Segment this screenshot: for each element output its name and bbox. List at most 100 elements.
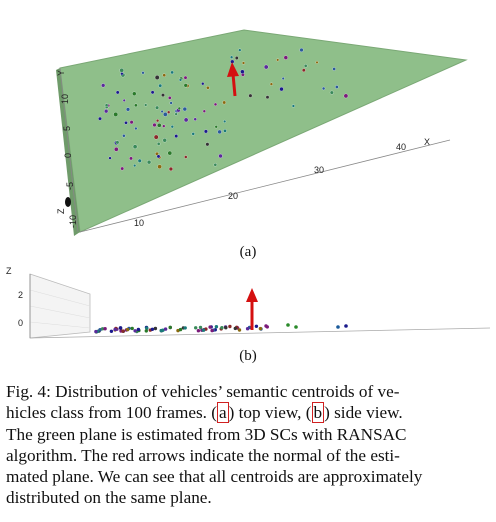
centroid-point [113, 112, 119, 117]
centroid-point [162, 73, 166, 77]
figure-a-top-view: 10 20 30 40 X 10 5 0 -5 -10 Y Z [56, 29, 468, 236]
centroid-point [194, 326, 198, 330]
centroid-point [170, 70, 174, 75]
centroid-point [150, 90, 155, 95]
grid-line [29, 305, 91, 319]
centroid-point [344, 324, 348, 328]
centroid-point [113, 327, 117, 332]
centroid-point [160, 110, 164, 113]
axis-origin-marker [65, 197, 71, 207]
centroid-point [183, 117, 189, 123]
centroid-point [279, 86, 284, 92]
centroid-point [230, 55, 234, 59]
centroid-point [237, 328, 242, 332]
centroid-point [153, 134, 159, 140]
centroid-point [228, 324, 232, 329]
centroid-point [286, 323, 290, 327]
centroid-point [94, 329, 98, 334]
centroid-point [263, 64, 269, 70]
centroid-point [183, 83, 188, 88]
centroid-point [130, 326, 134, 331]
centroid-point [122, 98, 126, 102]
centroid-point [132, 91, 137, 96]
centroid-point [178, 327, 183, 332]
centroid-point [114, 147, 119, 152]
ref-link-b[interactable]: b [311, 402, 325, 424]
centroid-point [156, 119, 160, 123]
ref-link-a[interactable]: a [216, 402, 229, 424]
centroid-point [321, 86, 326, 91]
y-axis-line [59, 67, 79, 233]
ransac-plane [59, 29, 468, 233]
y-tick-label: 5 [62, 126, 72, 131]
centroid-point [254, 324, 259, 328]
centroid-point [183, 75, 188, 80]
caption-text: ) top view, ( [228, 403, 312, 423]
centroid-point [248, 93, 253, 98]
x-tick-label: 20 [228, 191, 238, 201]
caption-line: The green plane is estimated from 3D SCs… [6, 424, 407, 444]
centroid-point [132, 144, 138, 149]
centroid-point [152, 122, 157, 128]
centroid-point [169, 101, 173, 105]
centroid-point [98, 116, 102, 121]
centroid-point [144, 103, 148, 107]
centroid-point [177, 106, 181, 110]
centroid-point [213, 102, 218, 107]
centroid-point [174, 112, 178, 116]
normal-arrow-shaft [231, 73, 237, 97]
centroid-point [174, 134, 179, 138]
centroid-point [258, 326, 263, 331]
centroid-point [303, 64, 308, 68]
centroid-point [129, 156, 133, 161]
centroid-point [162, 138, 167, 143]
grid-line [29, 289, 91, 307]
centroid-point [157, 164, 162, 169]
centroid-point [213, 163, 218, 167]
caption-text: ) side view. [324, 403, 403, 423]
centroid-point [222, 100, 227, 105]
centroid-point [283, 55, 288, 60]
centroid-point [240, 69, 245, 74]
centroid-point [156, 154, 161, 159]
centroid-point [134, 103, 138, 108]
x-axis-label: X [424, 137, 430, 147]
centroid-point [162, 124, 166, 128]
centroid-point [336, 325, 340, 329]
centroid-point [223, 129, 227, 133]
centroid-point [163, 112, 168, 117]
centroid-point [121, 329, 125, 333]
centroid-point [120, 72, 124, 76]
centroid-point [202, 109, 206, 113]
caption-line: mated plane. We can see that all centroi… [6, 467, 423, 487]
centroid-point [183, 326, 187, 330]
centroid-point [343, 93, 349, 99]
centroid-point [104, 109, 109, 114]
centroid-point [133, 329, 137, 333]
centroid-point [291, 104, 295, 108]
centroid-point [157, 123, 162, 128]
centroid-point [150, 327, 155, 331]
centroid-point [220, 326, 224, 330]
centroid-point [137, 158, 142, 163]
centroid-point [154, 75, 160, 80]
centroid-point [234, 56, 239, 60]
centroid-point [269, 82, 273, 86]
centroid-point [153, 326, 158, 331]
centroid-point [203, 129, 208, 134]
centroid-point [223, 119, 227, 123]
centroid-point [184, 155, 188, 159]
centroid-point [124, 121, 128, 125]
normal-arrow-head [227, 62, 239, 77]
centroid-point [178, 78, 183, 82]
centroid-point [193, 117, 197, 121]
centroid-point [299, 47, 304, 53]
centroid-point [205, 142, 210, 147]
centroid-point [155, 105, 160, 110]
centroid-point [294, 325, 298, 329]
caption-text: hicles class from 100 frames. ( [6, 403, 217, 423]
centroid-point [233, 326, 237, 331]
centroid-point [281, 77, 285, 80]
centroid-point [224, 326, 228, 330]
centroid-point [159, 328, 163, 333]
